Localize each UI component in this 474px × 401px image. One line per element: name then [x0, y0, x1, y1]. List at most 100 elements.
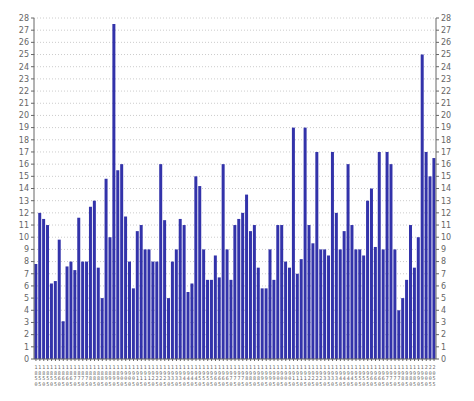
svg-text:1980: 1980 [245, 364, 248, 387]
svg-text:1930: 1930 [175, 364, 178, 387]
svg-text:1865: 1865 [62, 364, 65, 387]
svg-text:1955: 1955 [202, 364, 205, 387]
svg-text:1965: 1965 [382, 364, 385, 387]
svg-text:1910: 1910 [292, 364, 295, 387]
svg-text:1850: 1850 [50, 364, 53, 387]
svg-text:25: 25 [441, 50, 451, 59]
svg-text:1925: 1925 [319, 364, 322, 387]
svg-text:1855: 1855 [54, 364, 57, 387]
svg-text:20: 20 [441, 111, 451, 120]
svg-text:1955: 1955 [358, 364, 361, 387]
svg-text:11: 11 [441, 221, 451, 230]
svg-text:1885: 1885 [101, 364, 104, 387]
svg-text:8: 8 [441, 257, 446, 266]
svg-text:1985: 1985 [249, 364, 252, 387]
svg-text:1970: 1970 [230, 364, 233, 387]
svg-text:1990: 1990 [261, 364, 264, 387]
svg-text:1940: 1940 [339, 364, 342, 387]
svg-text:1895: 1895 [116, 364, 119, 387]
svg-text:1960: 1960 [378, 364, 381, 387]
svg-text:17: 17 [19, 148, 29, 157]
svg-text:3: 3 [24, 318, 29, 327]
svg-text:1945: 1945 [343, 364, 346, 387]
svg-text:12: 12 [19, 209, 29, 218]
svg-text:2000: 2000 [425, 364, 428, 387]
svg-text:1995: 1995 [265, 364, 268, 387]
svg-text:1945: 1945 [187, 364, 190, 387]
svg-text:1965: 1965 [218, 364, 221, 387]
svg-text:15: 15 [441, 172, 451, 181]
svg-text:1915: 1915 [140, 364, 143, 387]
svg-text:1915: 1915 [296, 364, 299, 387]
svg-text:1935: 1935 [327, 364, 330, 387]
svg-text:1870: 1870 [73, 364, 76, 387]
svg-text:1900: 1900 [120, 364, 123, 387]
svg-text:1900: 1900 [128, 364, 131, 387]
svg-text:1970: 1970 [237, 364, 240, 387]
svg-text:1915: 1915 [148, 364, 151, 387]
svg-text:1990: 1990 [417, 364, 420, 387]
svg-text:1990: 1990 [269, 364, 272, 387]
svg-text:1955: 1955 [210, 364, 213, 387]
svg-text:1940: 1940 [347, 364, 350, 387]
svg-text:25: 25 [19, 50, 29, 59]
svg-text:15: 15 [19, 172, 29, 181]
svg-text:1860: 1860 [66, 364, 69, 387]
svg-text:1950: 1950 [354, 364, 357, 387]
svg-text:1995: 1995 [273, 364, 276, 387]
svg-text:1950: 1950 [206, 364, 209, 387]
svg-text:23: 23 [19, 75, 29, 84]
svg-text:1875: 1875 [77, 364, 80, 387]
svg-text:12: 12 [441, 209, 451, 218]
svg-text:19: 19 [441, 123, 451, 132]
svg-text:1975: 1975 [233, 364, 236, 387]
svg-text:1970: 1970 [394, 364, 397, 387]
svg-text:1: 1 [24, 343, 29, 352]
svg-text:1910: 1910 [144, 364, 147, 387]
svg-text:1980: 1980 [253, 364, 256, 387]
svg-text:1920: 1920 [152, 364, 155, 387]
svg-text:23: 23 [441, 75, 451, 84]
svg-text:28: 28 [19, 14, 29, 23]
svg-text:1: 1 [441, 343, 446, 352]
svg-text:14: 14 [441, 184, 451, 193]
svg-text:1870: 1870 [81, 364, 84, 387]
svg-text:1900: 1900 [284, 364, 287, 387]
svg-text:1930: 1930 [323, 364, 326, 387]
svg-text:16: 16 [19, 160, 29, 169]
svg-text:1920: 1920 [315, 364, 318, 387]
svg-text:1890: 1890 [113, 364, 116, 387]
svg-text:13: 13 [441, 197, 451, 206]
svg-text:1960: 1960 [214, 364, 217, 387]
svg-text:1905: 1905 [132, 364, 135, 387]
svg-text:1850: 1850 [34, 364, 37, 387]
svg-text:1865: 1865 [70, 364, 73, 387]
svg-text:1940: 1940 [191, 364, 194, 387]
svg-text:1980: 1980 [401, 364, 404, 387]
svg-text:27: 27 [441, 26, 451, 35]
svg-text:1925: 1925 [312, 364, 315, 387]
svg-text:1935: 1935 [171, 364, 174, 387]
svg-text:20: 20 [19, 111, 29, 120]
svg-text:1895: 1895 [109, 364, 112, 387]
svg-text:1975: 1975 [241, 364, 244, 387]
svg-text:22: 22 [441, 87, 451, 96]
svg-text:6: 6 [441, 282, 446, 291]
svg-text:1855: 1855 [46, 364, 49, 387]
svg-text:1985: 1985 [413, 364, 416, 387]
svg-text:1850: 1850 [42, 364, 45, 387]
svg-text:10: 10 [19, 233, 29, 242]
svg-text:9: 9 [24, 245, 29, 254]
svg-text:1855: 1855 [38, 364, 41, 387]
svg-text:1945: 1945 [351, 364, 354, 387]
svg-text:1970: 1970 [386, 364, 389, 387]
svg-text:1955: 1955 [366, 364, 369, 387]
svg-text:0: 0 [441, 355, 446, 364]
svg-text:21: 21 [19, 99, 29, 108]
svg-text:19: 19 [19, 123, 29, 132]
svg-text:2005: 2005 [429, 364, 432, 387]
svg-text:9: 9 [441, 245, 446, 254]
svg-text:14: 14 [19, 184, 29, 193]
svg-text:21: 21 [441, 99, 451, 108]
svg-text:4: 4 [441, 306, 446, 315]
